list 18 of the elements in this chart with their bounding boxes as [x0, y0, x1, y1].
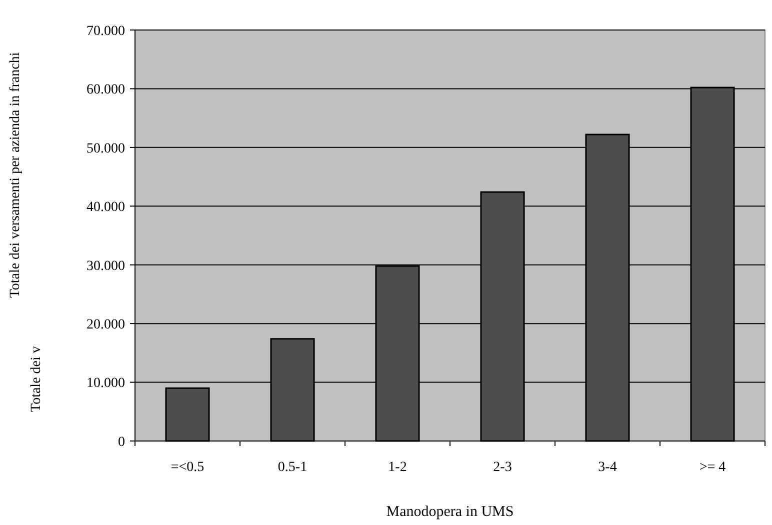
y-axis-title: Totale dei versamenti per azienda in franchi [8, 52, 23, 298]
text: Totale dei v [29, 346, 44, 412]
x-tick-label: >= 4 [699, 460, 726, 475]
y-tick-label: 50.000 [86, 141, 125, 156]
x-tick-label: 0.5-1 [278, 460, 308, 475]
x-tick-label: 2-3 [493, 460, 512, 475]
x-axis-title: Manodopera in UMS [386, 504, 514, 520]
x-tick-label: 1-2 [388, 460, 407, 475]
y-tick-label: 10.000 [86, 376, 125, 392]
y-tick-label: 20.000 [86, 317, 125, 332]
x-tick-label: 3-4 [598, 460, 617, 475]
x-tick-label: =<0.5 [170, 460, 204, 475]
y-tick-label: 0 [118, 434, 125, 450]
y-tick-label: 60.000 [86, 82, 125, 98]
y-tick-label: 30.000 [86, 258, 125, 274]
y-tick-label: 40.000 [86, 200, 125, 216]
bar [165, 387, 210, 442]
y-tick-label: 70.000 [86, 24, 125, 39]
